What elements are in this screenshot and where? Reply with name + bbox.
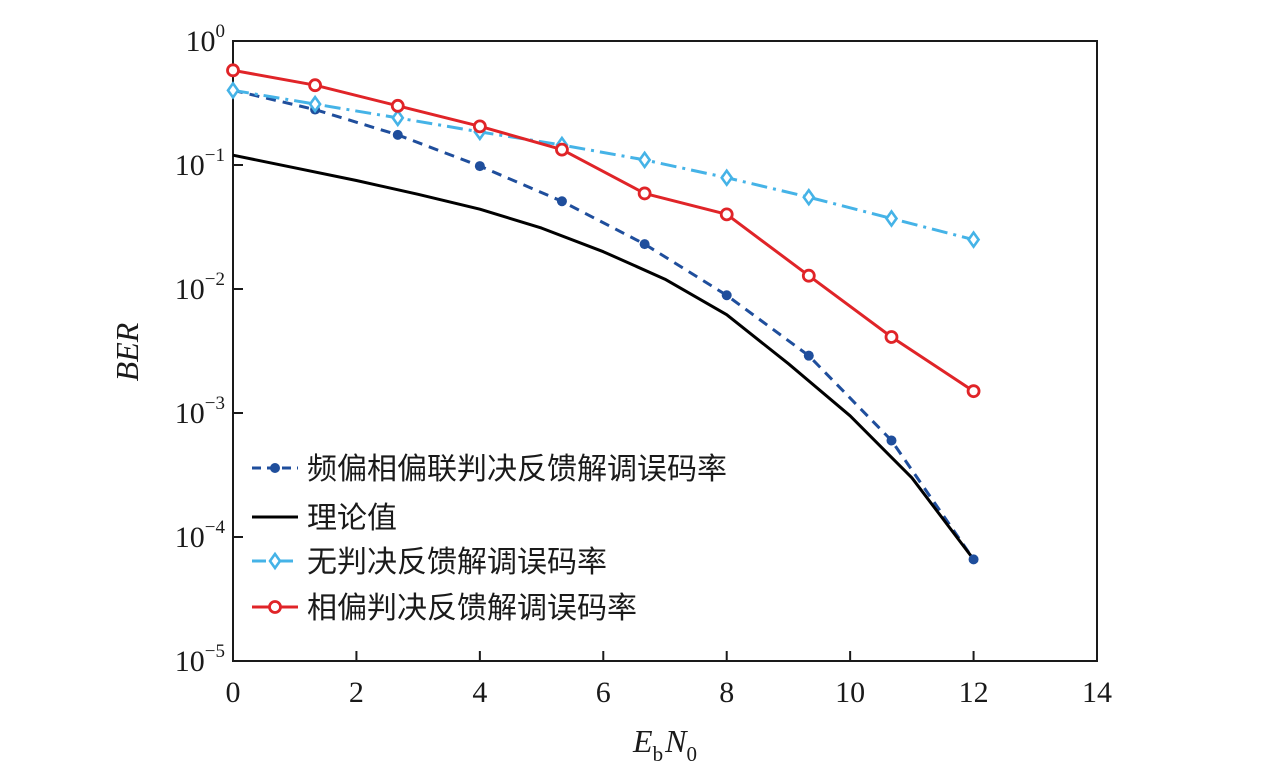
- series-line-2: [232, 88, 974, 242]
- marker-dot: [556, 196, 567, 207]
- marker-dot: [639, 239, 650, 250]
- y-tick-base: 10: [186, 25, 216, 58]
- marker-diamond: [802, 187, 816, 207]
- marker-dot: [392, 129, 403, 140]
- x-tick-label: 6: [596, 676, 611, 709]
- marker-diamond: [268, 551, 282, 571]
- y-tick-label: 10−1: [175, 145, 225, 182]
- marker-circle: [719, 207, 734, 222]
- legend-label-2: 无判决反馈解调误码率: [307, 545, 607, 580]
- marker-diamond: [226, 81, 240, 100]
- marker-diamond: [884, 209, 899, 228]
- series-line-0: [232, 88, 975, 561]
- marker-circle: [637, 186, 652, 201]
- marker-circle: [390, 98, 405, 113]
- series-line-3: [232, 68, 975, 393]
- x-axis-label: EbN0: [632, 723, 697, 766]
- marker-circle: [555, 142, 569, 157]
- y-tick-base: 10: [175, 397, 205, 430]
- y-tick-label: 10−5: [175, 641, 225, 678]
- marker-dot: [270, 463, 280, 473]
- marker-circle: [268, 600, 282, 614]
- plot-frame: [232, 40, 1098, 662]
- y-tick-label: 10−3: [175, 393, 225, 430]
- y-tick-exponent: 0: [216, 21, 226, 42]
- x-ticks: 0 2 4 6 8 10 12 14: [226, 651, 1112, 709]
- legend-label-0: 频偏相偏联判决反馈解调误码率: [307, 452, 727, 487]
- series-markers: [226, 63, 981, 565]
- marker-diamond: [391, 108, 405, 128]
- y-tick-base: 10: [175, 273, 205, 306]
- x-tick-label: 8: [719, 676, 734, 709]
- marker-diamond: [966, 230, 981, 249]
- y-tick-base: 10: [175, 521, 205, 554]
- y-tick-exponent: −4: [205, 517, 226, 538]
- x-tick-label: 10: [835, 676, 865, 709]
- y-tick-label: 10−2: [175, 269, 225, 306]
- marker-diamond: [308, 94, 322, 114]
- y-tick-label: 10−4: [175, 517, 226, 554]
- marker-circle: [226, 63, 240, 78]
- marker-circle: [472, 119, 487, 134]
- y-tick-base: 10: [175, 645, 205, 678]
- x-axis-label-sub-b: b: [653, 742, 664, 766]
- series-line-1: [232, 153, 975, 561]
- x-tick-label: 14: [1082, 676, 1112, 709]
- y-tick-exponent: −1: [205, 145, 225, 166]
- marker-circle: [966, 384, 981, 399]
- marker-dot: [886, 435, 897, 446]
- x-axis-label-e: E: [632, 723, 653, 759]
- x-tick-label: 4: [472, 676, 487, 709]
- marker-dot: [968, 554, 979, 565]
- marker-dot: [474, 161, 485, 172]
- y-tick-exponent: −5: [205, 641, 225, 662]
- y-tick-base: 10: [175, 149, 205, 182]
- y-tick-exponent: −3: [205, 393, 225, 414]
- marker-circle: [801, 268, 816, 283]
- y-tick-label: 100: [186, 21, 226, 58]
- y-tick-exponent: −2: [205, 269, 225, 290]
- marker-dot: [721, 290, 732, 301]
- marker-diamond: [720, 168, 734, 187]
- x-axis-label-n: N: [664, 723, 688, 759]
- x-axis-label-sub-0: 0: [686, 742, 697, 766]
- x-tick-label: 2: [349, 676, 364, 709]
- series-lines: [232, 68, 975, 561]
- x-tick-label: 12: [959, 676, 989, 709]
- legend-label-3: 相偏判决反馈解调误码率: [307, 591, 637, 626]
- marker-circle: [308, 78, 322, 93]
- marker-diamond: [638, 150, 652, 170]
- legend-label-1: 理论值: [307, 501, 397, 536]
- x-tick-label: 0: [226, 676, 241, 709]
- marker-circle: [884, 330, 899, 344]
- y-axis-label: BER: [109, 322, 145, 381]
- marker-dot: [803, 350, 814, 361]
